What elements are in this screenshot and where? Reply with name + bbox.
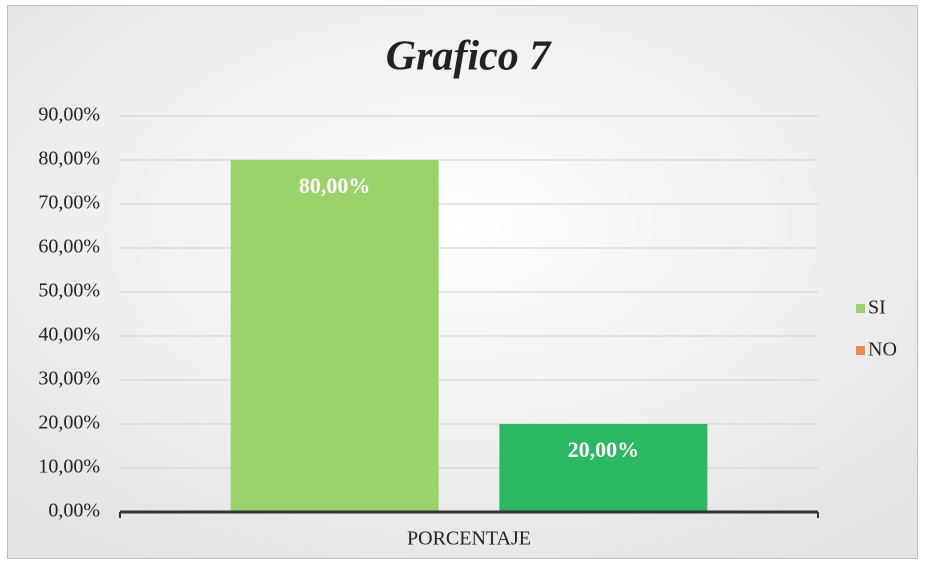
bar (499, 424, 708, 512)
y-tick-label: 10,00% (38, 456, 100, 478)
y-tick-label: 80,00% (38, 148, 100, 170)
legend-label: SI (868, 297, 886, 319)
y-tick-label: 30,00% (38, 368, 100, 390)
y-tick-label: 70,00% (38, 192, 100, 214)
legend-swatch (856, 304, 865, 313)
legend-label: NO (868, 339, 897, 361)
y-tick-label: 20,00% (38, 412, 100, 434)
legend-swatch (856, 346, 865, 355)
data-label: 80,00% (299, 173, 371, 198)
y-tick-label: 0,00% (48, 500, 100, 522)
y-tick-label: 50,00% (38, 280, 100, 302)
chart-title: Grafico 7 (386, 34, 552, 80)
x-tick-label: PORCENTAJE (407, 528, 531, 550)
bar (230, 160, 439, 512)
chart-background (7, 5, 918, 559)
y-tick-label: 60,00% (38, 236, 100, 258)
data-label: 20,00% (568, 437, 640, 462)
y-tick-label: 90,00% (38, 104, 100, 126)
y-tick-label: 40,00% (38, 324, 100, 346)
